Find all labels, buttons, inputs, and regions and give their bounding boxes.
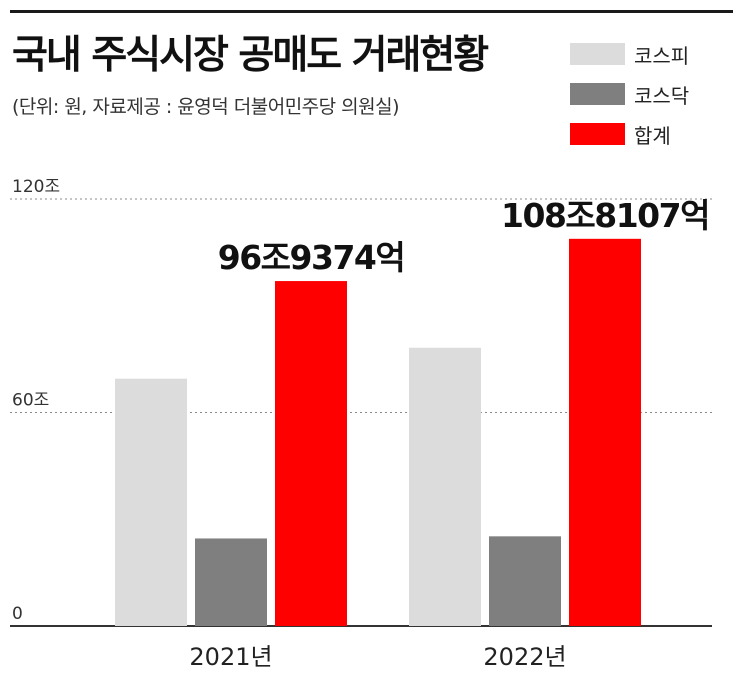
- bar-total-0: [275, 281, 347, 626]
- legend-label-total: 합계: [634, 123, 671, 148]
- legend-item-total: 합계: [570, 114, 689, 154]
- data-label-total-1: 108조8107억: [501, 196, 709, 235]
- bar-total-1: [569, 238, 641, 627]
- legend-item-kosdaq: 코스닥: [570, 74, 689, 114]
- legend-swatch-kospi: [570, 43, 625, 65]
- bar-kosdaq-1: [489, 536, 561, 626]
- y-tick-label-2: 120조: [12, 177, 60, 197]
- top-rule: [10, 10, 733, 13]
- data-label-total-0: 96조9374억: [218, 238, 405, 277]
- chart-subtitle: (단위: 원, 자료제공 : 윤영덕 더불어민주당 의원실): [12, 96, 400, 118]
- legend-item-kospi: 코스피: [570, 34, 689, 74]
- legend: 코스피 코스닥 합계: [570, 34, 689, 154]
- y-tick-label-1: 60조: [12, 391, 49, 411]
- bar-kosdaq-0: [195, 538, 267, 626]
- legend-swatch-total: [570, 123, 625, 145]
- legend-label-kospi: 코스피: [634, 43, 690, 68]
- x-tick-label-1: 2022년: [483, 643, 566, 671]
- chart-title: 국내 주식시장 공매도 거래현황: [12, 33, 489, 78]
- y-tick-label-0: 0: [12, 604, 23, 624]
- legend-swatch-kosdaq: [570, 83, 625, 105]
- bar-kospi-0: [115, 378, 187, 626]
- bar-kospi-1: [409, 347, 481, 626]
- legend-label-kosdaq: 코스닥: [634, 83, 690, 108]
- x-tick-label-0: 2021년: [189, 643, 272, 671]
